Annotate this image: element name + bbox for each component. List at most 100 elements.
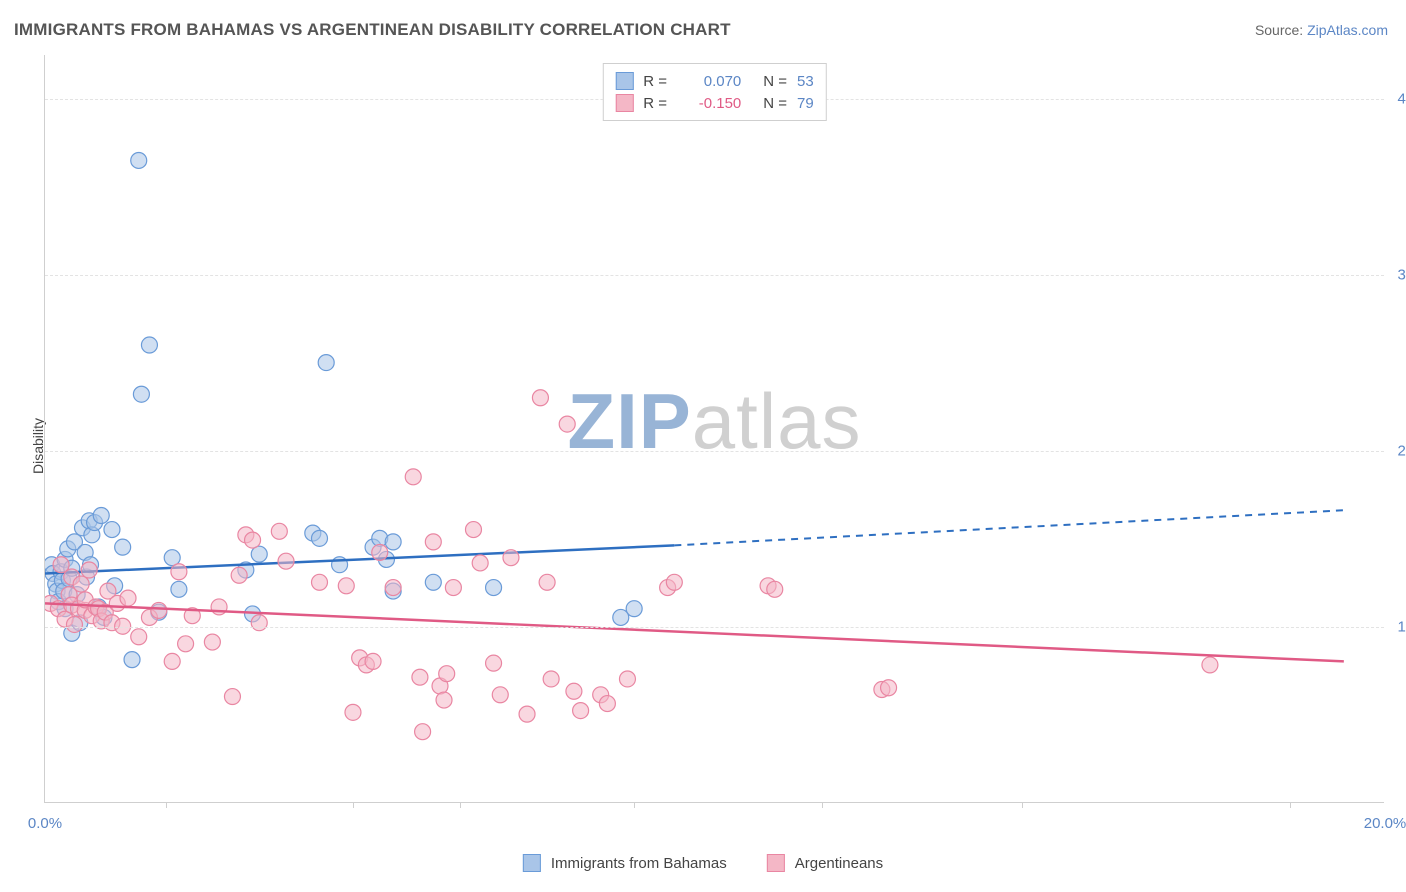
scatter-point-argentineans [184, 608, 200, 624]
scatter-point-bahamas [486, 580, 502, 596]
source-link[interactable]: ZipAtlas.com [1307, 22, 1388, 38]
scatter-point-argentineans [436, 692, 452, 708]
scatter-point-bahamas [141, 337, 157, 353]
scatter-point-argentineans [271, 523, 287, 539]
scatter-point-argentineans [84, 608, 100, 624]
scatter-point-bahamas [151, 604, 167, 620]
x-tick [353, 802, 354, 808]
regression-line-dashed-bahamas [674, 510, 1344, 545]
y-tick-label: 10.0% [1397, 619, 1406, 636]
scatter-point-bahamas [45, 557, 60, 573]
legend-bottom-item-bahamas: Immigrants from Bahamas [523, 854, 727, 872]
x-tick [634, 802, 635, 808]
scatter-point-bahamas [115, 539, 131, 555]
scatter-point-bahamas [305, 525, 321, 541]
legend-r-value-bahamas: 0.070 [681, 73, 741, 90]
scatter-point-bahamas [87, 515, 103, 531]
scatter-point-argentineans [445, 580, 461, 596]
legend-top-row-argentineans: R =-0.150N =79 [615, 92, 813, 114]
x-tick [166, 802, 167, 808]
scatter-point-argentineans [539, 574, 555, 590]
scatter-point-argentineans [412, 669, 428, 685]
scatter-point-bahamas [425, 574, 441, 590]
scatter-point-bahamas [56, 583, 72, 599]
scatter-point-argentineans [874, 682, 890, 698]
source-prefix: Source: [1255, 22, 1307, 38]
scatter-point-bahamas [69, 587, 85, 603]
scatter-point-bahamas [124, 652, 140, 668]
scatter-point-bahamas [104, 522, 120, 538]
scatter-point-argentineans [224, 689, 240, 705]
legend-n-label: N = [763, 73, 787, 90]
scatter-point-bahamas [378, 551, 394, 567]
chart-svg [45, 55, 1384, 802]
scatter-point-bahamas [64, 560, 80, 576]
scatter-point-argentineans [251, 615, 267, 631]
scatter-point-argentineans [432, 678, 448, 694]
scatter-point-bahamas [332, 557, 348, 573]
scatter-point-argentineans [425, 534, 441, 550]
regression-line-argentineans [45, 603, 1344, 661]
legend-r-label: R = [643, 95, 671, 112]
scatter-point-argentineans [141, 609, 157, 625]
scatter-point-bahamas [171, 581, 187, 597]
scatter-point-bahamas [372, 530, 388, 546]
chart-title: IMMIGRANTS FROM BAHAMAS VS ARGENTINEAN D… [14, 20, 731, 40]
scatter-point-argentineans [532, 390, 548, 406]
grid-line [45, 627, 1384, 628]
y-tick-label: 20.0% [1397, 443, 1406, 460]
scatter-point-argentineans [178, 636, 194, 652]
scatter-point-bahamas [365, 539, 381, 555]
scatter-point-bahamas [96, 609, 112, 625]
scatter-point-bahamas [72, 615, 88, 631]
scatter-point-argentineans [131, 629, 147, 645]
scatter-point-argentineans [57, 611, 73, 627]
scatter-point-argentineans [372, 544, 388, 560]
scatter-point-argentineans [358, 657, 374, 673]
legend-n-label: N = [763, 95, 787, 112]
scatter-point-argentineans [345, 704, 361, 720]
scatter-point-argentineans [881, 680, 897, 696]
scatter-point-argentineans [543, 671, 559, 687]
scatter-point-bahamas [50, 594, 66, 610]
scatter-point-argentineans [385, 580, 401, 596]
scatter-point-argentineans [593, 687, 609, 703]
scatter-point-argentineans [77, 602, 93, 618]
scatter-point-bahamas [57, 551, 73, 567]
scatter-point-bahamas [318, 355, 334, 371]
scatter-point-argentineans [365, 653, 381, 669]
scatter-point-argentineans [100, 583, 116, 599]
x-tick [822, 802, 823, 808]
x-tick [460, 802, 461, 808]
scatter-point-argentineans [619, 671, 635, 687]
scatter-point-bahamas [107, 578, 123, 594]
scatter-point-argentineans [109, 595, 125, 611]
scatter-point-argentineans [338, 578, 354, 594]
legend-swatch-bahamas [523, 854, 541, 872]
x-tick [1290, 802, 1291, 808]
scatter-point-argentineans [666, 574, 682, 590]
scatter-point-bahamas [164, 550, 180, 566]
x-axis-max-label: 20.0% [1364, 815, 1406, 832]
scatter-point-argentineans [566, 683, 582, 699]
legend-r-label: R = [643, 73, 671, 90]
plot-area: ZIPatlas R =0.070N =53R =-0.150N =79 10.… [44, 55, 1384, 803]
scatter-point-argentineans [573, 703, 589, 719]
scatter-point-bahamas [49, 583, 65, 599]
scatter-point-argentineans [519, 706, 535, 722]
scatter-point-argentineans [312, 574, 328, 590]
scatter-point-bahamas [385, 583, 401, 599]
legend-top-row-bahamas: R =0.070N =53 [615, 70, 813, 92]
scatter-point-bahamas [79, 569, 95, 585]
scatter-point-bahamas [238, 562, 254, 578]
scatter-point-bahamas [385, 534, 401, 550]
scatter-point-bahamas [133, 386, 149, 402]
source-attribution: Source: ZipAtlas.com [1255, 22, 1388, 38]
scatter-point-argentineans [760, 578, 776, 594]
y-tick-label: 40.0% [1397, 91, 1406, 108]
scatter-point-argentineans [599, 696, 615, 712]
scatter-point-argentineans [88, 599, 104, 615]
scatter-point-bahamas [48, 576, 64, 592]
scatter-point-argentineans [278, 553, 294, 569]
grid-line [45, 275, 1384, 276]
